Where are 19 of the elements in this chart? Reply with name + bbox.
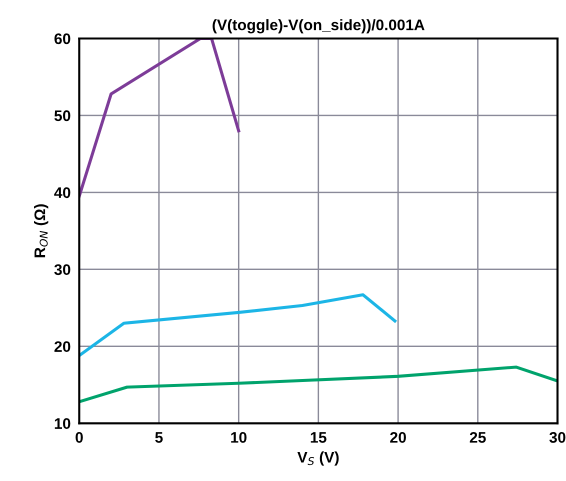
line-series <box>79 366 558 404</box>
y-tick-label: 40 <box>54 187 70 198</box>
x-axis-title: V$_{S}$ (V) <box>297 451 339 466</box>
line-series <box>79 38 240 198</box>
y-axis-title: R$_{ON}$ (Ω) <box>34 204 48 258</box>
y-tick-label: 20 <box>54 341 70 352</box>
x-tick-label: 0 <box>76 432 83 443</box>
x-tick-label: 30 <box>549 432 566 443</box>
y-tick-label: 10 <box>54 418 70 429</box>
x-tick-label: 20 <box>390 432 406 443</box>
x-tick-label: 10 <box>231 432 247 443</box>
x-tick-label: 15 <box>310 432 326 443</box>
y-tick-label: 50 <box>54 110 70 122</box>
x-tick-label: 5 <box>155 432 163 443</box>
y-tick-label: 30 <box>54 264 70 276</box>
x-tick-label: 25 <box>470 432 486 443</box>
line-series <box>79 293 396 358</box>
y-tick-label: 60 <box>54 33 70 44</box>
chart-title: (V(toggle)-V(on_side))/0.001A <box>212 19 425 34</box>
